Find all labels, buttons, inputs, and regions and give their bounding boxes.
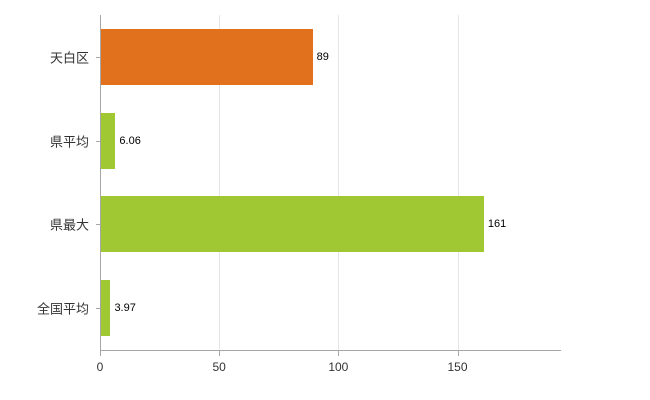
bar-row: 天白区 89 [50, 15, 560, 99]
x-axis-tick [100, 350, 101, 356]
category-label: 県平均 [49, 134, 89, 150]
x-axis-tick [338, 350, 340, 356]
bar-row: 県平均 6.06 [50, 99, 560, 183]
bar-rows: 天白区 89 県平均 6.06 県最大 161 全国平均 3.97 [37, 15, 560, 350]
plot-area: 天白区 89 県平均 6.06 県最大 161 全国平均 3.97 [37, 15, 561, 351]
category-label: 県最大 [49, 217, 89, 233]
bar[interactable] [101, 280, 111, 337]
y-axis-tick [96, 224, 101, 226]
x-axis-tick [457, 350, 459, 356]
value-label: 3.97 [114, 302, 136, 315]
y-axis-tick [96, 308, 101, 310]
x-axis-tick-label: 100 [328, 360, 349, 374]
value-label: 6.06 [119, 134, 141, 147]
bar[interactable] [101, 196, 484, 253]
value-label: 89 [316, 50, 329, 63]
y-axis-tick [96, 56, 101, 58]
value-label: 161 [487, 218, 507, 231]
x-axis-tick-label: 150 [447, 360, 468, 374]
x-axis-tick [219, 350, 221, 356]
y-axis-line [100, 15, 101, 350]
y-axis-tick [96, 140, 101, 142]
bar-row: 県最大 161 [50, 183, 560, 267]
bar[interactable] [101, 112, 116, 169]
x-axis-ticks: 0 50 100 150 [96, 350, 560, 385]
category-label: 天白区 [49, 50, 89, 66]
gridline [338, 15, 340, 350]
category-label: 全国平均 [36, 301, 89, 317]
bar-row: 全国平均 3.97 [37, 266, 560, 350]
x-axis-tick-label: 0 [96, 360, 104, 374]
gridline [457, 15, 459, 350]
x-axis-line [100, 350, 561, 351]
bar[interactable] [101, 28, 313, 85]
x-axis-tick-label: 50 [212, 360, 226, 374]
gridline [219, 15, 221, 350]
